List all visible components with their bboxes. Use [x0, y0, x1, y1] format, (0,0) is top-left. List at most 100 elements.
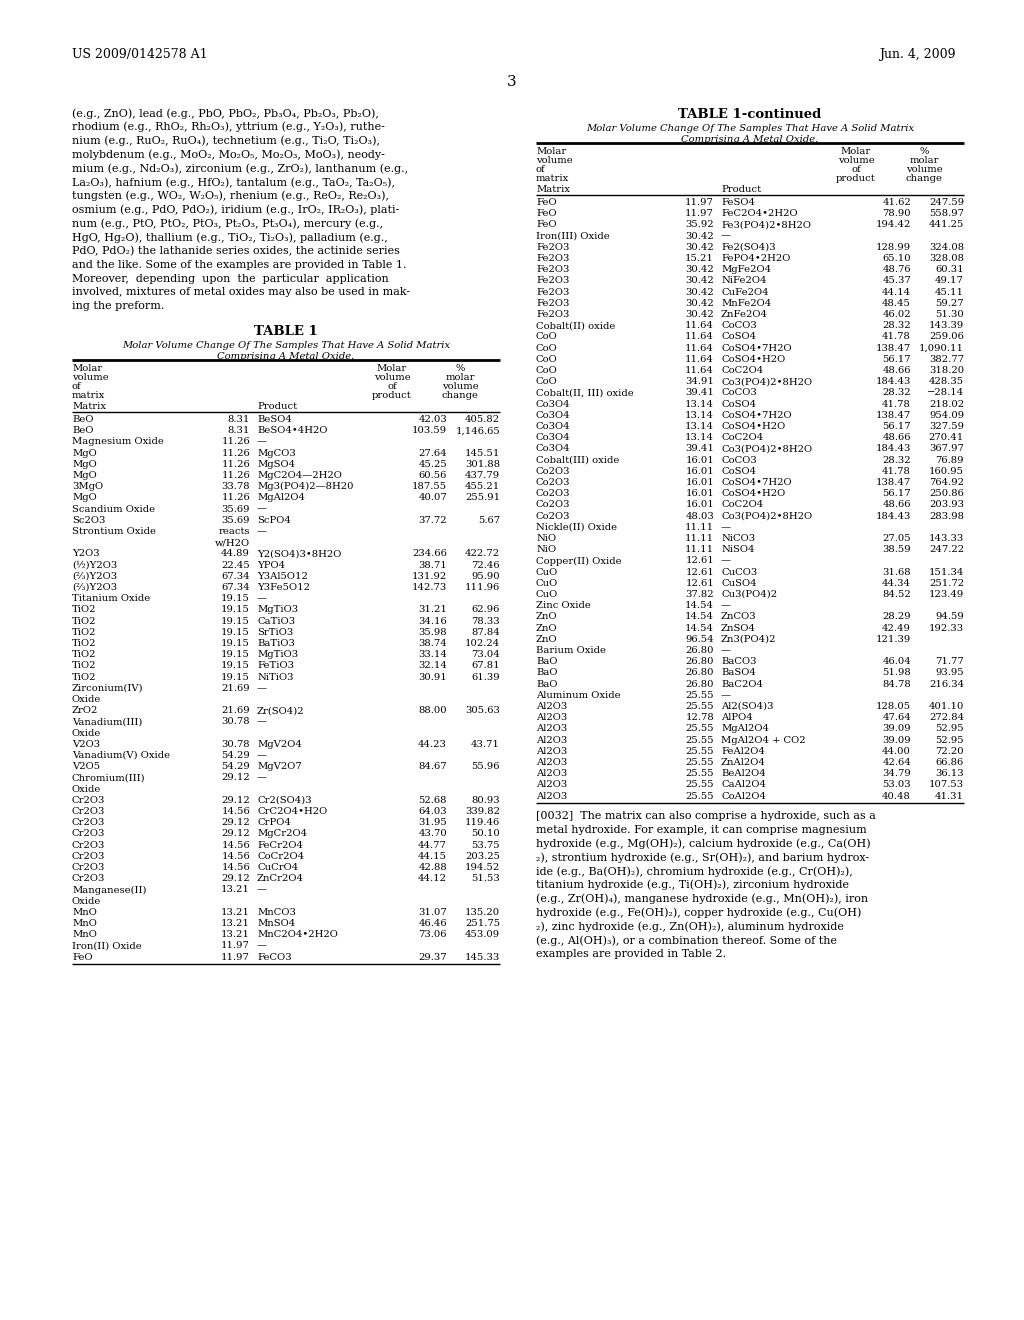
Text: 38.74: 38.74: [418, 639, 447, 648]
Text: 35.69: 35.69: [221, 504, 250, 513]
Text: 84.78: 84.78: [883, 680, 911, 689]
Text: 111.96: 111.96: [465, 583, 500, 591]
Text: 30.42: 30.42: [685, 288, 714, 297]
Text: 48.03: 48.03: [685, 512, 714, 520]
Text: 30.42: 30.42: [685, 298, 714, 308]
Text: —: —: [257, 504, 267, 513]
Text: 29.12: 29.12: [221, 874, 250, 883]
Text: Fe2O3: Fe2O3: [536, 243, 569, 252]
Text: 19.15: 19.15: [221, 594, 250, 603]
Text: volume: volume: [374, 374, 411, 381]
Text: TiO2: TiO2: [72, 651, 96, 659]
Text: Fe3(PO4)2•8H2O: Fe3(PO4)2•8H2O: [721, 220, 811, 230]
Text: 67.34: 67.34: [221, 583, 250, 591]
Text: 187.55: 187.55: [412, 482, 447, 491]
Text: 29.12: 29.12: [221, 818, 250, 828]
Text: CuCO3: CuCO3: [721, 568, 758, 577]
Text: 73.04: 73.04: [471, 651, 500, 659]
Text: 25.55: 25.55: [685, 735, 714, 744]
Text: 45.37: 45.37: [883, 276, 911, 285]
Text: 218.02: 218.02: [929, 400, 964, 409]
Text: Comprising A Metal Oxide.: Comprising A Metal Oxide.: [681, 135, 818, 144]
Text: 50.10: 50.10: [471, 829, 500, 838]
Text: 21.69: 21.69: [221, 706, 250, 715]
Text: —: —: [257, 527, 267, 536]
Text: CrC2O4•H2O: CrC2O4•H2O: [257, 807, 328, 816]
Text: 93.95: 93.95: [935, 668, 964, 677]
Text: Molar: Molar: [536, 147, 566, 156]
Text: Al2O3: Al2O3: [536, 702, 567, 711]
Text: 46.02: 46.02: [883, 310, 911, 319]
Text: 250.86: 250.86: [929, 490, 964, 498]
Text: CoCO3: CoCO3: [721, 388, 757, 397]
Text: 35.92: 35.92: [685, 220, 714, 230]
Text: FeCr2O4: FeCr2O4: [257, 841, 303, 850]
Text: BeAl2O4: BeAl2O4: [721, 770, 766, 779]
Text: —: —: [721, 645, 731, 655]
Text: 60.31: 60.31: [935, 265, 964, 275]
Text: 318.20: 318.20: [929, 366, 964, 375]
Text: 66.86: 66.86: [936, 758, 964, 767]
Text: 143.39: 143.39: [929, 321, 964, 330]
Text: Product: Product: [257, 403, 297, 411]
Text: Y2O3: Y2O3: [72, 549, 99, 558]
Text: 455.21: 455.21: [465, 482, 500, 491]
Text: SrTiO3: SrTiO3: [257, 628, 293, 636]
Text: (⅔)Y2O3: (⅔)Y2O3: [72, 583, 117, 591]
Text: 401.10: 401.10: [929, 702, 964, 711]
Text: 48.66: 48.66: [883, 433, 911, 442]
Text: 28.32: 28.32: [883, 455, 911, 465]
Text: 255.91: 255.91: [465, 494, 500, 503]
Text: —: —: [721, 601, 731, 610]
Text: TiO2: TiO2: [72, 661, 96, 671]
Text: 36.13: 36.13: [935, 770, 964, 779]
Text: 138.47: 138.47: [876, 343, 911, 352]
Text: CoC2O4: CoC2O4: [721, 433, 763, 442]
Text: 31.68: 31.68: [883, 568, 911, 577]
Text: Cr2O3: Cr2O3: [72, 818, 105, 828]
Text: −28.14: −28.14: [927, 388, 964, 397]
Text: 60.56: 60.56: [419, 471, 447, 480]
Text: 31.21: 31.21: [418, 606, 447, 614]
Text: CoC2O4: CoC2O4: [721, 500, 763, 510]
Text: Fe2(SO4)3: Fe2(SO4)3: [721, 243, 775, 252]
Text: MgTiO3: MgTiO3: [257, 651, 298, 659]
Text: 78.33: 78.33: [471, 616, 500, 626]
Text: 1,090.11: 1,090.11: [919, 343, 964, 352]
Text: BaO: BaO: [536, 680, 557, 689]
Text: 339.82: 339.82: [465, 807, 500, 816]
Text: 247.22: 247.22: [929, 545, 964, 554]
Text: Oxide: Oxide: [72, 896, 101, 906]
Text: 13.14: 13.14: [685, 422, 714, 432]
Text: volume: volume: [838, 156, 874, 165]
Text: 247.59: 247.59: [929, 198, 964, 207]
Text: BaCO3: BaCO3: [721, 657, 757, 667]
Text: MgCr2O4: MgCr2O4: [257, 829, 307, 838]
Text: BeSO4: BeSO4: [257, 414, 292, 424]
Text: FeAl2O4: FeAl2O4: [721, 747, 765, 756]
Text: ZnO: ZnO: [536, 612, 558, 622]
Text: TiO2: TiO2: [72, 606, 96, 614]
Text: 128.05: 128.05: [876, 702, 911, 711]
Text: product: product: [837, 174, 876, 183]
Text: titanium hydroxide (e.g., Ti(OH)₂), zirconium hydroxide: titanium hydroxide (e.g., Ti(OH)₂), zirc…: [536, 880, 849, 891]
Text: 367.97: 367.97: [929, 445, 964, 453]
Text: rhodium (e.g., RhO₂, Rh₂O₃), yttrium (e.g., Y₂O₃), ruthe-: rhodium (e.g., RhO₂, Rh₂O₃), yttrium (e.…: [72, 121, 385, 132]
Text: NiO: NiO: [536, 535, 556, 543]
Text: 8.31: 8.31: [227, 414, 250, 424]
Text: Sc2O3: Sc2O3: [72, 516, 105, 525]
Text: Fe2O3: Fe2O3: [536, 265, 569, 275]
Text: BaO: BaO: [536, 657, 557, 667]
Text: of: of: [72, 381, 82, 391]
Text: 53.03: 53.03: [883, 780, 911, 789]
Text: 121.39: 121.39: [876, 635, 911, 644]
Text: 184.43: 184.43: [876, 512, 911, 520]
Text: Al2O3: Al2O3: [536, 758, 567, 767]
Text: 11.64: 11.64: [685, 333, 714, 342]
Text: 31.07: 31.07: [418, 908, 447, 917]
Text: BaTiO3: BaTiO3: [257, 639, 295, 648]
Text: 25.55: 25.55: [685, 758, 714, 767]
Text: 11.26: 11.26: [221, 471, 250, 480]
Text: 87.84: 87.84: [471, 628, 500, 636]
Text: 40.07: 40.07: [418, 494, 447, 503]
